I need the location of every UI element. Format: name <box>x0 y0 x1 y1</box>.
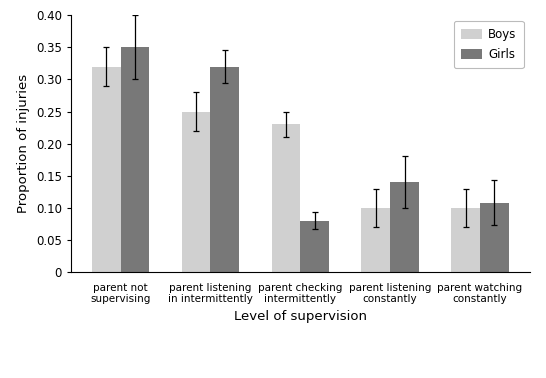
Y-axis label: Proportion of injuries: Proportion of injuries <box>17 74 31 213</box>
Bar <box>121 47 150 272</box>
Bar <box>210 67 239 272</box>
Bar <box>361 208 390 272</box>
Bar <box>390 182 419 272</box>
Bar <box>451 208 480 272</box>
Bar <box>300 221 329 272</box>
Bar <box>182 112 210 272</box>
Bar <box>92 67 121 272</box>
Legend: Boys, Girls: Boys, Girls <box>454 21 524 68</box>
X-axis label: Level of supervision: Level of supervision <box>234 310 367 323</box>
Bar <box>271 124 300 272</box>
Bar <box>480 203 509 272</box>
